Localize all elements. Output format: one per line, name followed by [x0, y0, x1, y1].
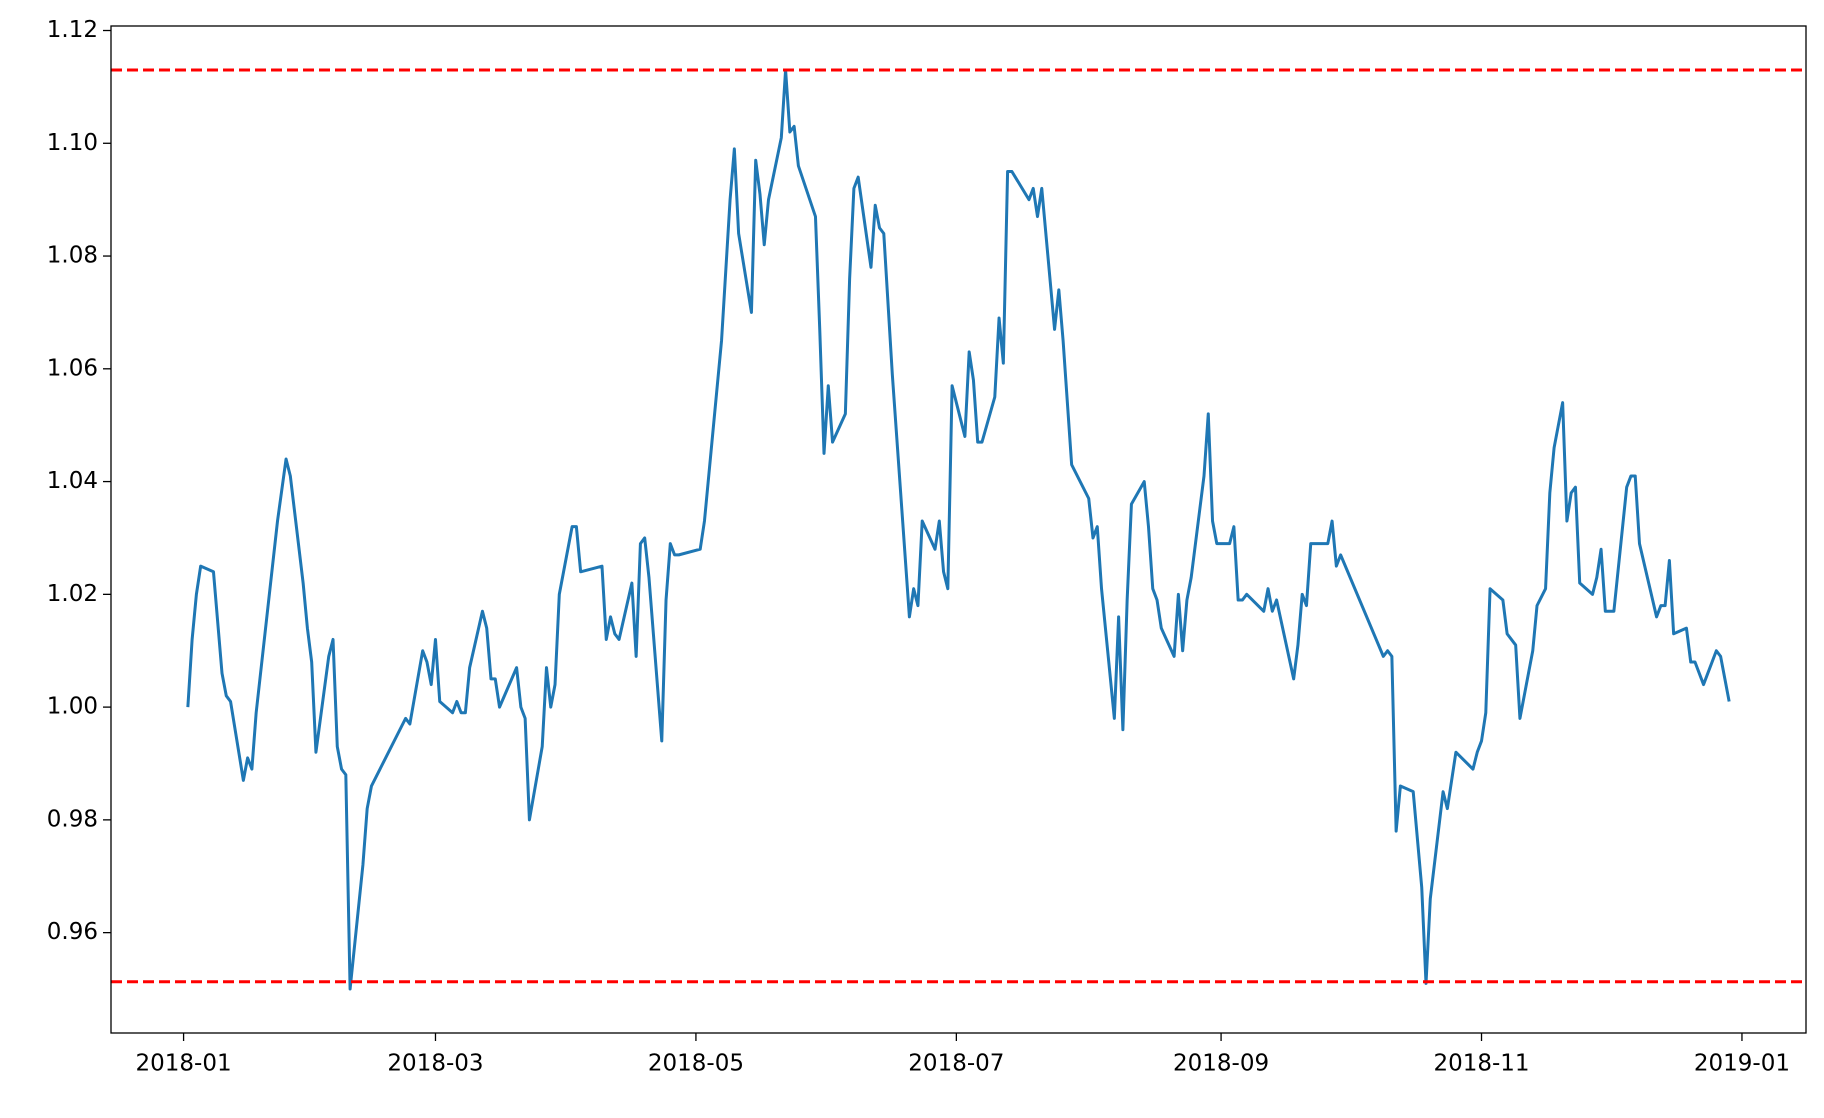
y-tick-label: 0.98	[47, 806, 98, 832]
line-series	[186, 68, 1731, 991]
y-tick-label: 1.00	[47, 694, 98, 720]
y-tick-label: 1.02	[47, 581, 98, 607]
y-tick-label: 1.04	[47, 468, 98, 494]
x-tick-label: 2018-09	[1173, 1051, 1269, 1077]
plot-frame	[110, 25, 1807, 1034]
x-tick-label: 2018-05	[648, 1051, 744, 1077]
y-tick-label: 1.08	[47, 243, 98, 269]
x-tick-label: 2018-11	[1433, 1051, 1529, 1077]
y-tick-label: 1.06	[47, 355, 98, 381]
y-tick-label: 0.96	[47, 919, 98, 945]
y-tick-label: 1.10	[47, 130, 98, 156]
y-tick-label: 1.12	[47, 17, 98, 43]
x-tick-label: 2018-03	[387, 1051, 483, 1077]
x-tick-label: 2018-01	[136, 1051, 232, 1077]
x-tick-label: 2019-01	[1694, 1051, 1790, 1077]
x-tick-label: 2018-07	[908, 1051, 1004, 1077]
